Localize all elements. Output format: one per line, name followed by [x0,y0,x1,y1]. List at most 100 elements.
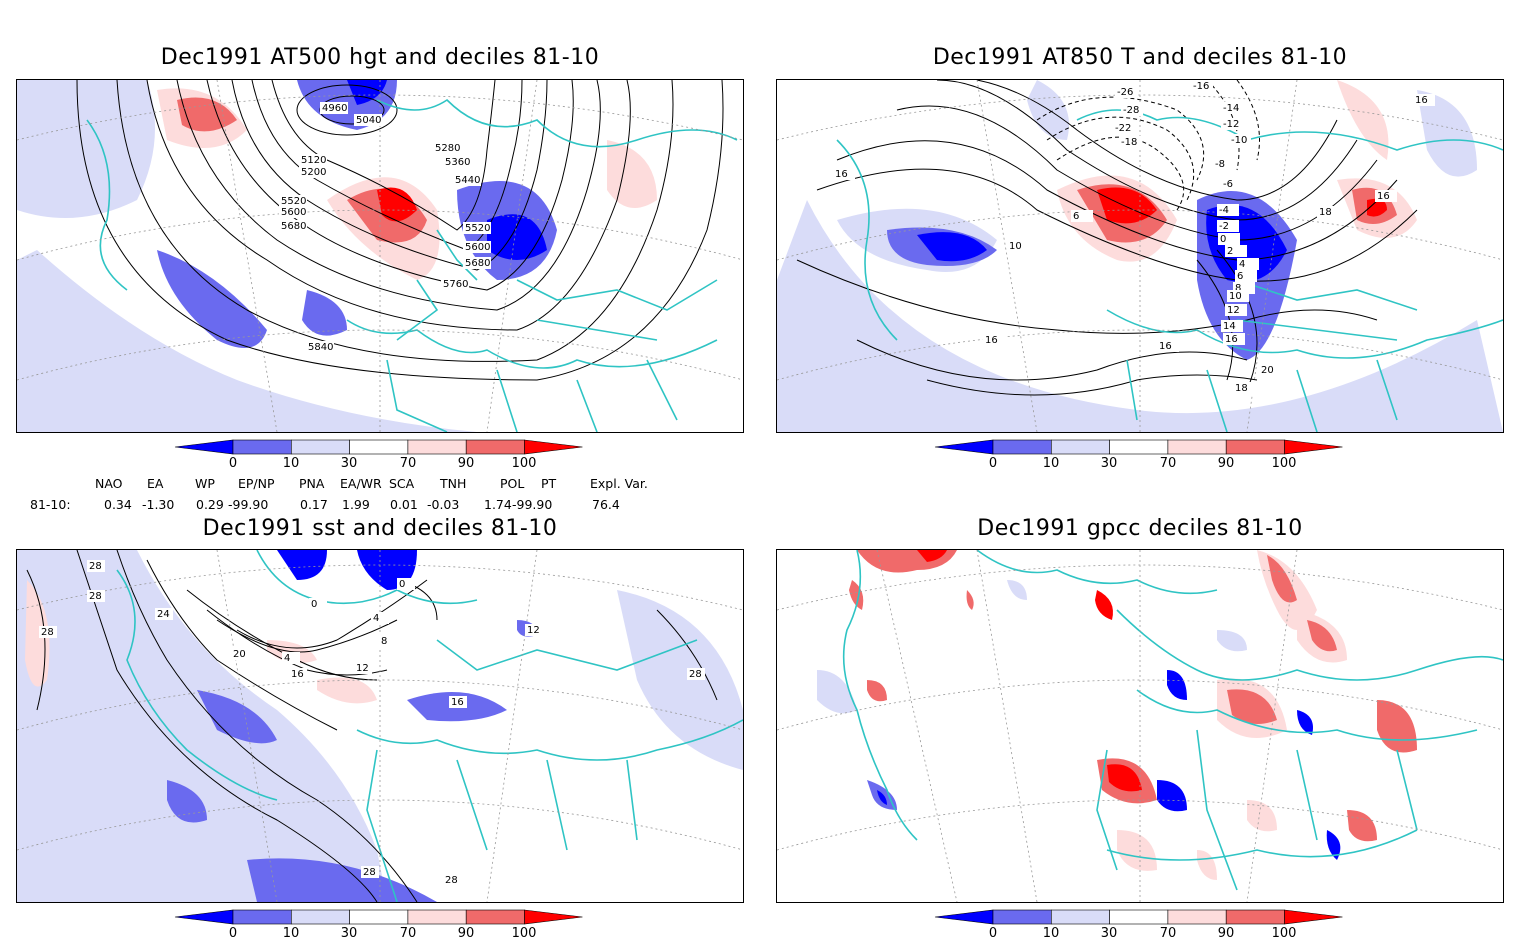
colorbar-label: 10 [282,926,300,941]
contour-label: 28 [445,875,458,886]
panel-title-850t: Dec1991 AT850 T and deciles 81-10 [932,45,1348,70]
contour-label: 2 [1227,246,1233,257]
contour-label: 4 [373,613,379,624]
contour-label: 10 [1009,241,1022,252]
tele-header-nao: NAO [95,476,123,491]
contour-label: 5040 [356,115,381,126]
colorbar-label: 100 [1271,456,1297,471]
colorbar-label: 70 [1159,456,1177,471]
colorbar-segment [1051,439,1110,455]
tele-header-pol: POL [500,476,525,491]
contour-label: -22 [1115,123,1131,134]
tele-header-pna: PNA [299,476,325,491]
colorbar-ramp [934,909,1343,925]
colorbar-segment [934,909,994,925]
colorbar-segment [992,439,1052,455]
colorbar-label: 30 [1100,456,1118,471]
contour-label: 28 [89,591,102,602]
colorbar-top-right: 0 10 30 70 90 100 [934,438,1354,478]
panel-title-gpcc: Dec1991 gpcc deciles 81-10 [977,516,1303,541]
deciles-mid-blue-region [157,250,267,348]
tele-header-epnp: EP/NP [238,476,275,491]
map-panel-gpcc [776,549,1504,903]
tele-value: -99.90 [228,497,269,512]
contour-label: 5680 [281,221,306,232]
tele-value: -0.03 [427,497,460,512]
colorbar-label: 70 [1159,926,1177,941]
map-panel-500hgt: 4960 5040 5120 5200 5280 5360 5440 5520 … [16,79,744,433]
colorbar-segment [1284,439,1343,455]
contour-label: 28 [89,561,102,572]
coastlines [842,550,1503,891]
colorbar-label: 10 [1042,456,1060,471]
contour-label: -6 [1223,179,1233,190]
contour-label: 5440 [455,175,480,186]
colorbar-segment [992,909,1052,925]
colorbar-segment [407,439,467,455]
tele-header-ea: EA [147,476,164,491]
contour-label: 16 [1159,341,1172,352]
colorbar-label: 100 [1271,926,1297,941]
contour-label: 16 [451,697,464,708]
contour-label: 5840 [308,342,333,353]
tele-value: 0.01 [390,497,418,512]
tele-value: 0.29 [196,497,224,512]
colorbar-segment [349,439,409,455]
tele-value: 1.74 [484,497,512,512]
contour-label: 10 [1229,291,1242,302]
deciles-light-blue-region [17,250,477,432]
contour-label: 5680 [465,258,490,269]
coastlines [86,98,738,432]
colorbar-segment [1109,439,1169,455]
colorbar-label: 0 [228,926,238,941]
contour-label: 16 [835,169,848,180]
colorbar-ramp [174,909,583,925]
colorbar-label: 30 [340,456,358,471]
contour-label: 20 [233,649,246,660]
colorbar-label: 100 [511,926,537,941]
tele-value: -99.90 [512,497,553,512]
contour-label: 5280 [435,143,460,154]
contour-label: -14 [1223,103,1239,114]
contour-label: 5600 [465,242,490,253]
contour-label: 12 [356,663,369,674]
colorbar-segment [1167,909,1227,925]
contour-label: -28 [1123,105,1139,116]
contour-label: 18 [1319,207,1332,218]
contour-label: 24 [157,609,170,620]
colorbar-label: 30 [1100,926,1118,941]
precip-anomaly-patches [817,550,1417,880]
coastlines [116,550,743,902]
tele-value: -1.30 [142,497,175,512]
colorbar-ramp [174,439,583,455]
contour-label: 0 [1220,234,1226,245]
contour-label: 5360 [445,157,470,168]
contour-label: -8 [1215,159,1225,170]
contour-label: 6 [1073,211,1079,222]
contour-label: 4960 [322,103,347,114]
tele-header-sca: SCA [389,476,415,491]
colorbar-segment [524,909,583,925]
contour-label: 5600 [281,207,306,218]
tele-header-explvar: Expl. Var. [590,476,648,491]
tele-header-wp: WP [195,476,215,491]
colorbar-label: 100 [511,456,537,471]
contour-label: -10 [1231,135,1247,146]
contour-label: -4 [1219,205,1229,216]
map-panel-sst: 28 28 28 24 20 16 12 8 4 0 0 4 16 28 28 … [16,549,744,903]
colorbar-label: 30 [340,926,358,941]
contour-label: -18 [1121,137,1137,148]
colorbar-label: 0 [988,926,998,941]
tele-value: 0.17 [300,497,328,512]
panel-title-500hgt: Dec1991 AT500 hgt and deciles 81-10 [160,45,600,70]
colorbar-label: 90 [457,926,475,941]
colorbar-segment [232,439,292,455]
contour-label: 5120 [301,155,326,166]
colorbar-label: 70 [399,926,417,941]
contour-label: 5200 [301,167,326,178]
colorbar-segment [1225,439,1285,455]
colorbar-segment [291,909,350,925]
contour-label: 0 [311,599,317,610]
contour-label: 28 [363,867,376,878]
colorbar-label: 10 [282,456,300,471]
